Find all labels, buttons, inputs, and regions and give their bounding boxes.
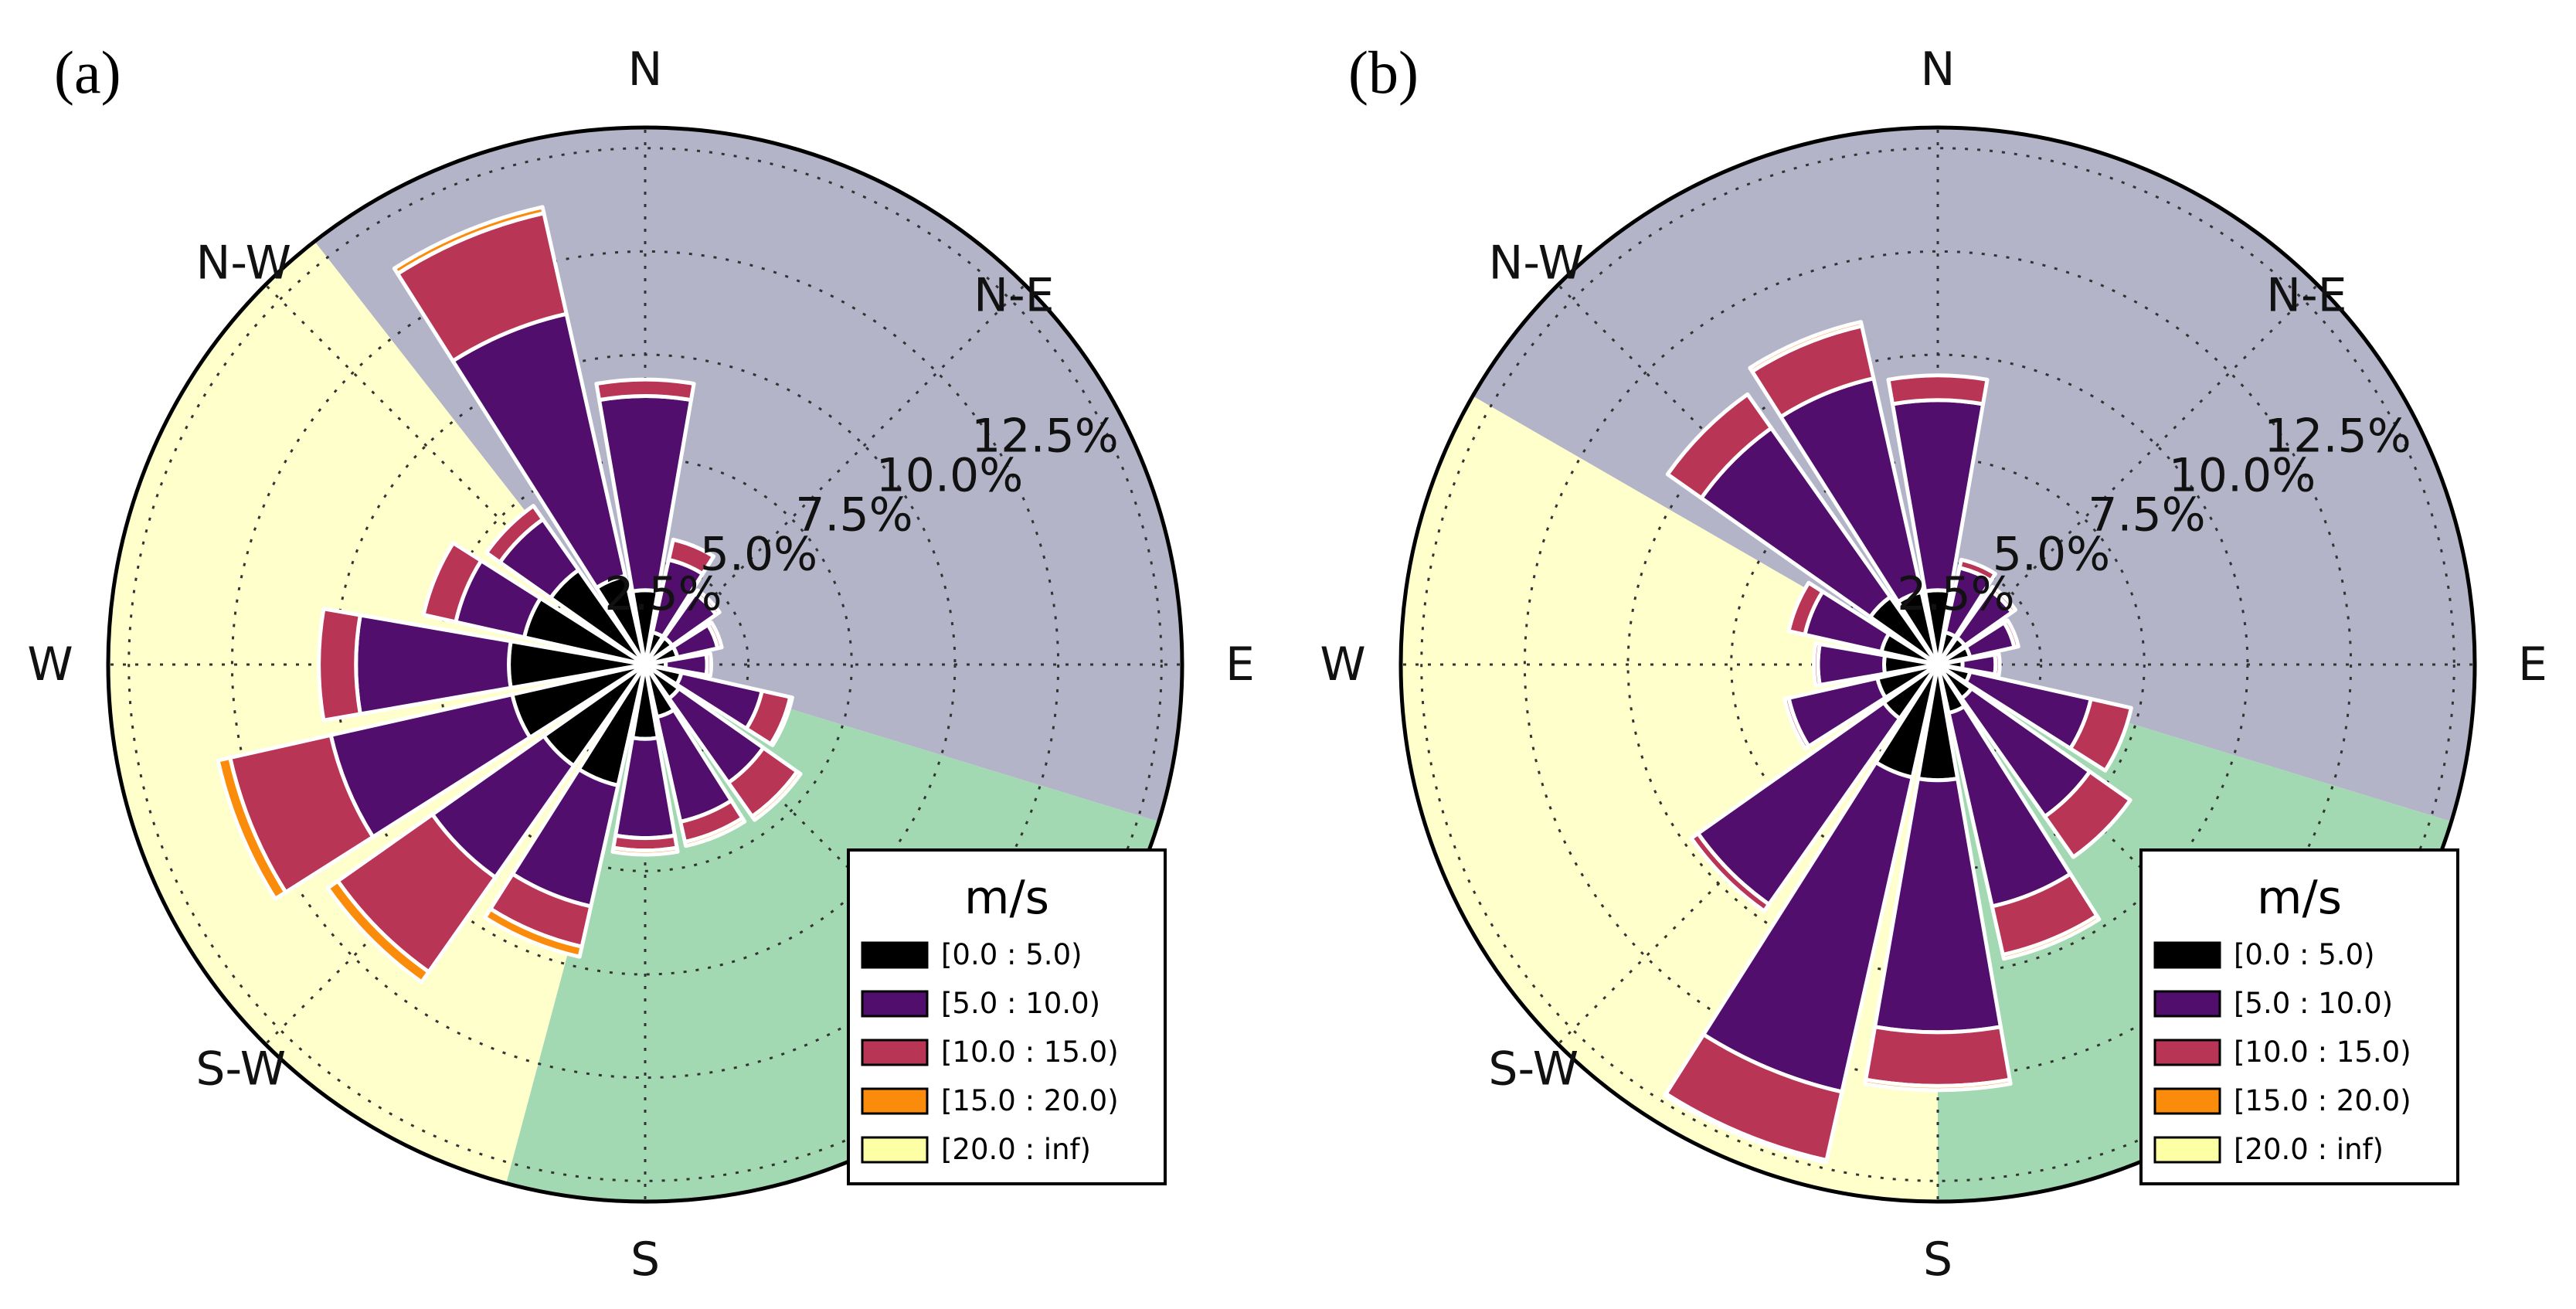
outer-circle xyxy=(106,125,1184,1204)
bar-se-bin-2 xyxy=(2043,770,2133,859)
grid-circle xyxy=(127,147,1163,1182)
bar-nnw-bin-3 xyxy=(392,205,546,276)
bar-nw-bin-2 xyxy=(1665,392,1774,501)
bar-n-bin-2 xyxy=(594,377,696,403)
bar-ese-bin-2 xyxy=(2068,696,2133,773)
bar-n-bin-2 xyxy=(1886,373,1990,406)
legend-label: [15.0 : 20.0) xyxy=(941,1084,1119,1117)
legend-swatch xyxy=(861,1136,929,1164)
panel-label-a: (a) xyxy=(54,39,121,106)
bar-sw-bin-3 xyxy=(325,879,431,984)
bar-ene-bin-2 xyxy=(705,620,724,651)
compass-label-ne: N-E xyxy=(2266,269,2347,323)
compass-label-s: S xyxy=(630,1232,660,1287)
radial-tick-label: 10.0% xyxy=(2169,448,2316,502)
legend-label: [0.0 : 5.0) xyxy=(941,938,1082,971)
bar-w-bin-2 xyxy=(1812,641,1822,688)
legend-swatch xyxy=(2153,1039,2221,1066)
compass-label-nw: N-W xyxy=(196,236,291,290)
legend-label: [20.0 : inf) xyxy=(941,1133,1091,1166)
legend-frame xyxy=(847,848,1167,1185)
legend-swatch xyxy=(861,941,929,969)
compass-label-e: E xyxy=(2518,638,2547,692)
windrose-b: N N-E E S S-W W N-W 2.5%5.0%7.5%10.0%12.5% m/s [0… xyxy=(1320,42,2547,1287)
legend: m/s [0.0 : 5.0) [5.0 : 10.0) [10.0 : 15.0) [… xyxy=(847,848,1167,1185)
legend-label: [5.0 : 10.0) xyxy=(941,987,1100,1020)
bar-wnw-bin-2 xyxy=(1786,580,1825,637)
radial-tick-label: 2.5% xyxy=(604,567,722,621)
legend-label: [0.0 : 5.0) xyxy=(2234,938,2375,971)
compass-label-w: W xyxy=(1320,638,1365,692)
bar-nw-bin-2 xyxy=(484,504,545,565)
windrose-a: N N-E E S S-W W N-W 2.5%5.0%7.5%10.0%12.5% m/s [0… xyxy=(27,42,1255,1287)
panel-label-b: (b) xyxy=(1348,39,1419,106)
legend-label: [15.0 : 20.0) xyxy=(2234,1084,2411,1117)
legend-label: [10.0 : 15.0) xyxy=(941,1035,1119,1069)
bar-ne-bin-2 xyxy=(1988,584,2018,614)
compass-label-w: W xyxy=(27,638,73,692)
bar-wnw-bin-2 xyxy=(421,541,484,624)
legend-swatch xyxy=(2153,941,2221,969)
legend-label: [10.0 : 15.0) xyxy=(2234,1035,2411,1069)
bar-nne-bin-2 xyxy=(1957,557,1997,583)
bar-ene-bin-2 xyxy=(2002,618,2020,650)
bar-ssw-bin-3 xyxy=(1663,1092,1829,1164)
bar-sse-bin-3 xyxy=(683,816,747,848)
legend-title: m/s xyxy=(964,871,1049,925)
legend-label: [20.0 : inf) xyxy=(2234,1133,2384,1166)
bar-nnw-bin-3 xyxy=(1748,320,1864,374)
outer-circle xyxy=(1398,125,2477,1204)
compass-label-nw: N-W xyxy=(1489,236,1584,290)
bar-s-bin-2 xyxy=(1864,1025,2012,1088)
compass-label-sw: S-W xyxy=(195,1042,286,1096)
bar-nne-bin-2 xyxy=(666,537,716,576)
radial-tick-label: 2.5% xyxy=(1897,567,2014,621)
compass-label-n: N xyxy=(1921,42,1956,97)
legend-swatch xyxy=(2153,1087,2221,1115)
radial-tick-label: 7.5% xyxy=(795,488,912,542)
radial-tick-label: 12.5% xyxy=(2264,409,2411,463)
bar-sw-bin-2 xyxy=(1689,831,1771,913)
legend: m/s [0.0 : 5.0) [5.0 : 10.0) [10.0 : 15.0) [… xyxy=(2139,848,2459,1185)
radial-tick-label: 10.0% xyxy=(876,448,1024,502)
bar-ne-bin-2 xyxy=(693,588,722,617)
grid-circle xyxy=(437,457,853,872)
bar-e-bin-2 xyxy=(704,651,714,678)
compass-label-s: S xyxy=(1923,1232,1952,1287)
grid-circle xyxy=(1523,250,2353,1080)
radial-tick-label: 5.0% xyxy=(1993,528,2110,582)
compass-label-ne: N-E xyxy=(974,269,1054,323)
bar-ssw-bin-3 xyxy=(483,906,584,959)
legend-title: m/s xyxy=(2257,871,2342,925)
bar-se-bin-3 xyxy=(750,770,803,822)
legend-swatch xyxy=(861,1087,929,1115)
bar-wsw-bin-2 xyxy=(1782,695,1811,751)
grid-circle xyxy=(1420,147,2455,1182)
compass-label-n: N xyxy=(628,42,663,97)
radial-tick-label: 5.0% xyxy=(700,528,817,582)
compass-label-sw: S-W xyxy=(1488,1042,1579,1096)
legend-label: [5.0 : 10.0) xyxy=(2234,987,2393,1020)
bar-w-bin-2 xyxy=(317,607,362,722)
legend-swatch xyxy=(2153,1136,2221,1164)
legend-swatch xyxy=(861,1039,929,1066)
bar-e-bin-2 xyxy=(1993,651,2002,678)
legend-swatch xyxy=(861,990,929,1018)
bar-wsw-bin-3 xyxy=(216,756,288,901)
legend-swatch xyxy=(2153,990,2221,1018)
background-sector xyxy=(1473,127,2476,822)
bar-s-bin-3 xyxy=(610,845,680,857)
bar-s-bin-3 xyxy=(1863,1077,2013,1093)
radial-tick-label: 7.5% xyxy=(2088,488,2205,542)
grid-circle xyxy=(230,250,1060,1080)
bar-ese-bin-3 xyxy=(769,695,794,747)
compass-label-e: E xyxy=(1225,638,1255,692)
radial-tick-label: 12.5% xyxy=(971,409,1119,463)
bar-sse-bin-3 xyxy=(2000,913,2102,961)
